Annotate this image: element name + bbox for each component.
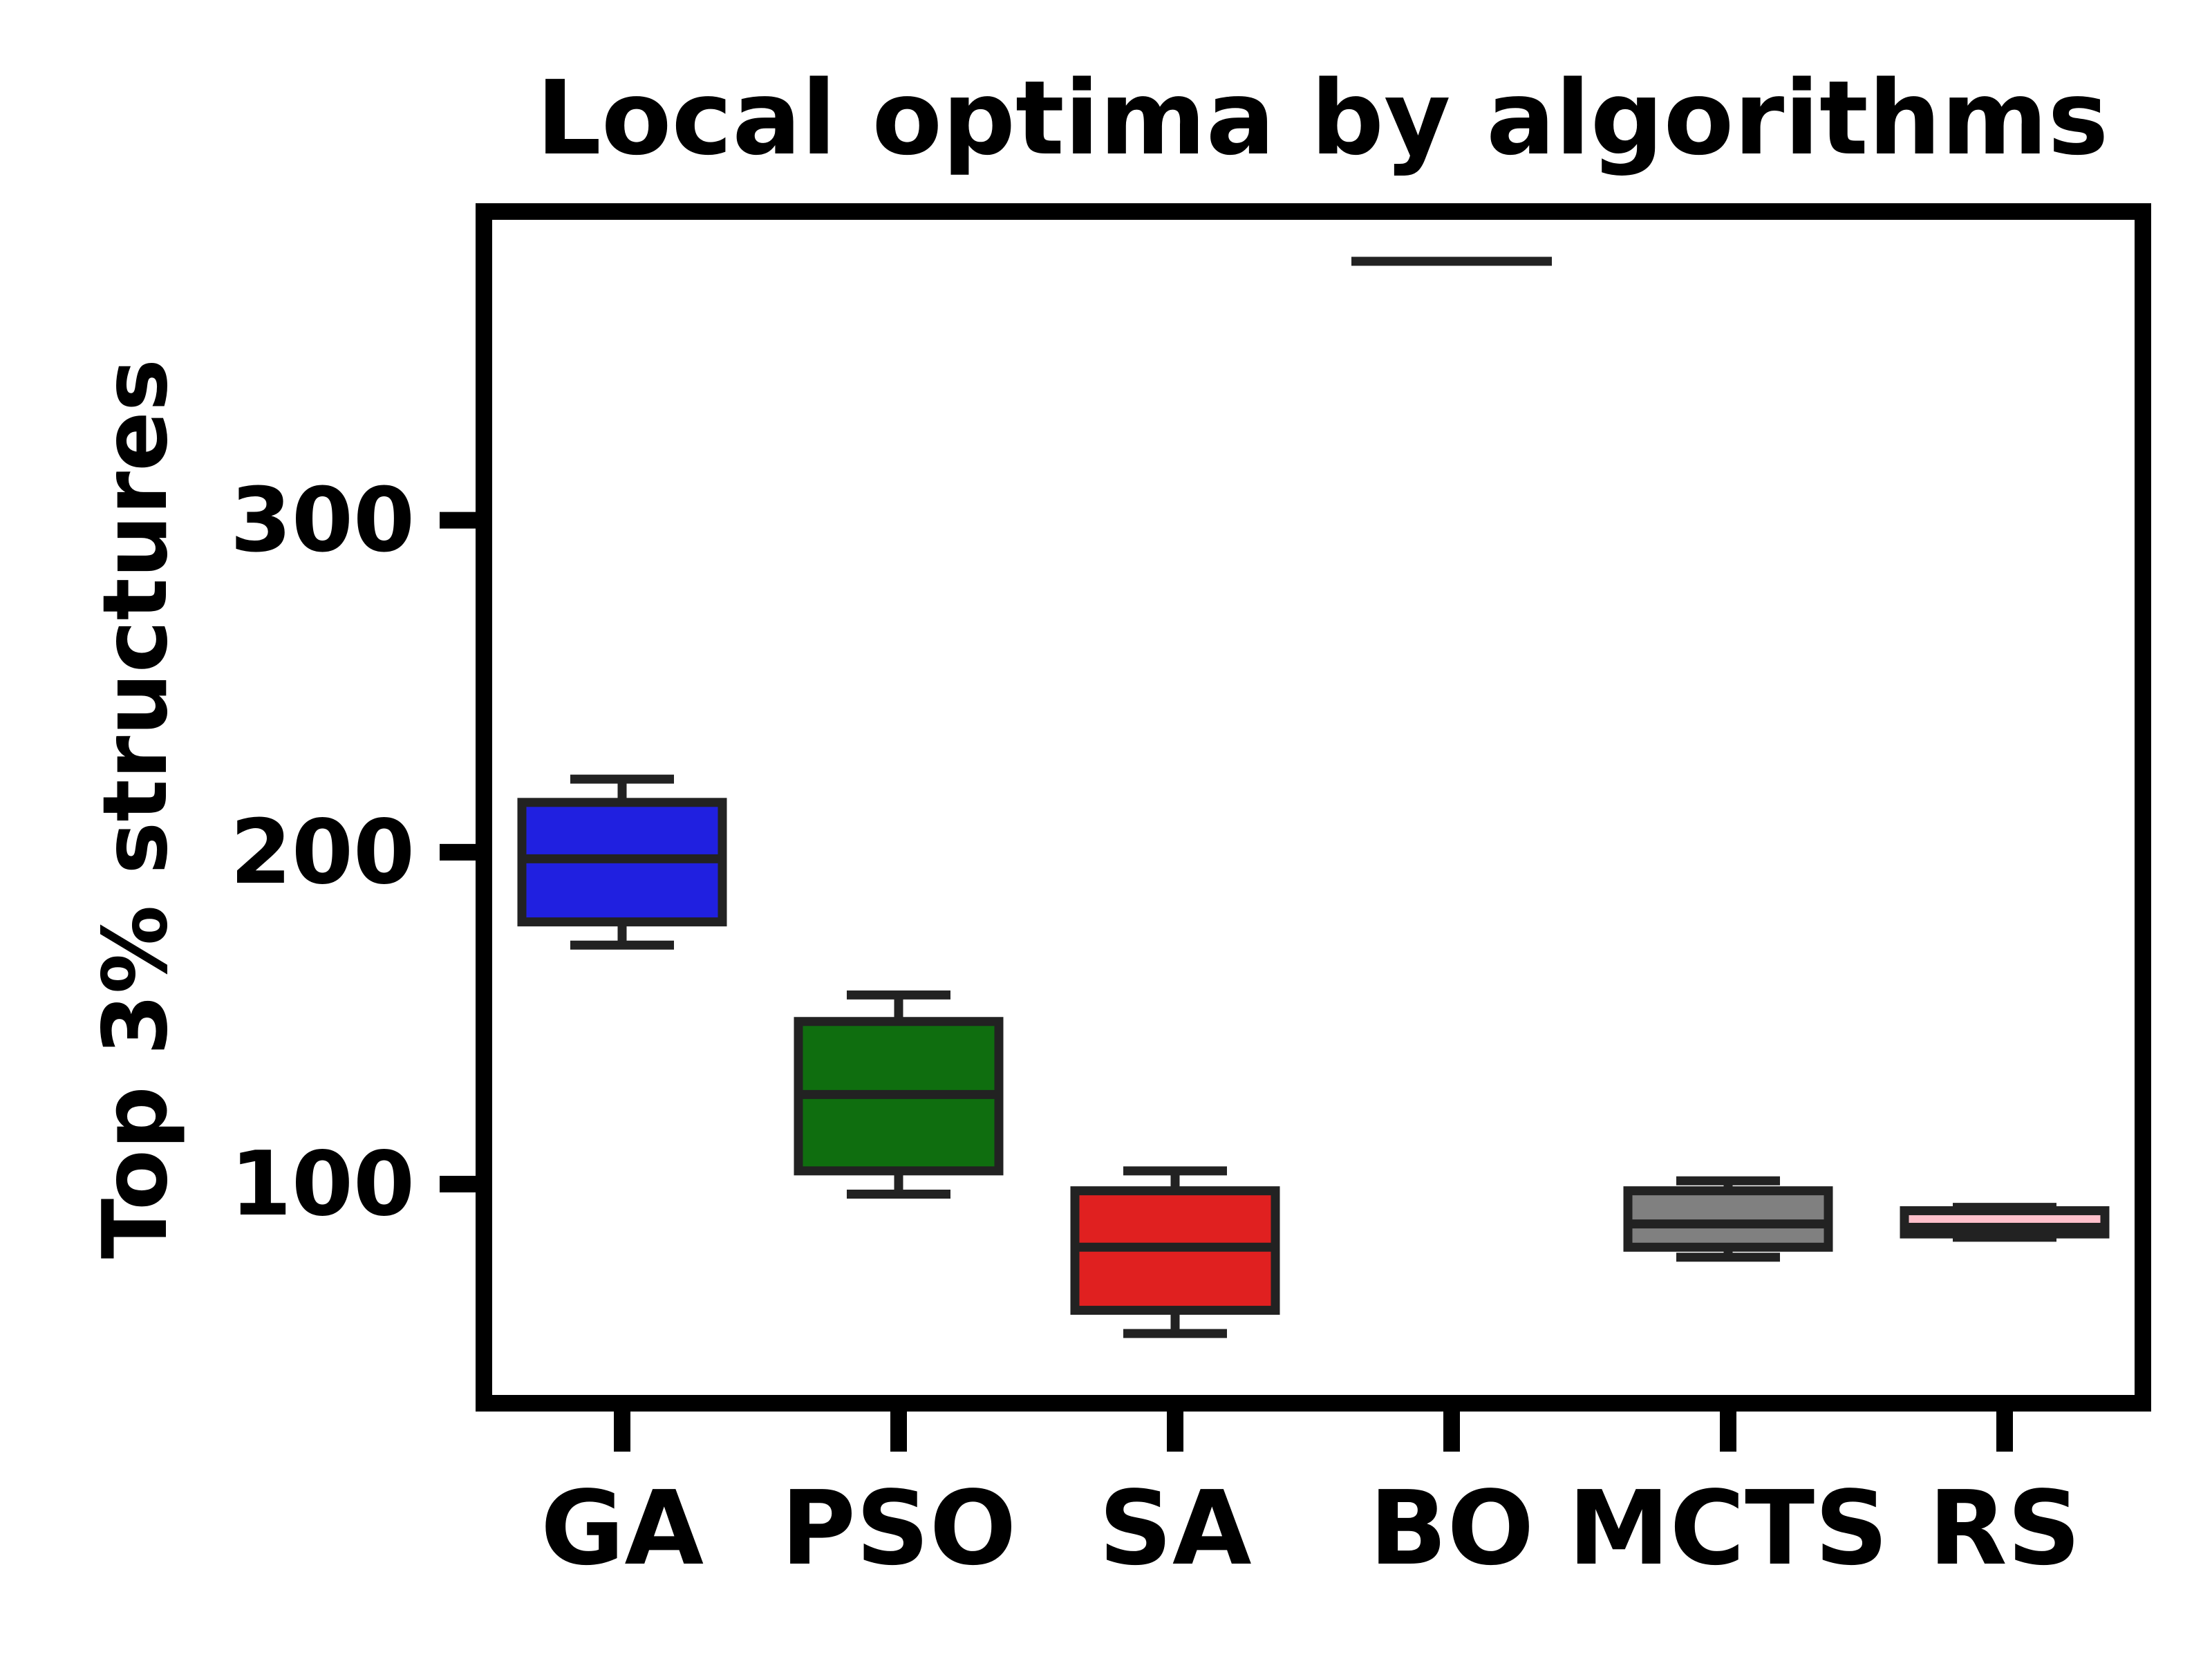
x-tick-label-bo: BO bbox=[1369, 1469, 1535, 1588]
y-tick-label-200: 200 bbox=[230, 801, 415, 904]
x-tick-label-rs: RS bbox=[1929, 1469, 2081, 1588]
x-tick-label-ga: GA bbox=[541, 1469, 704, 1588]
box-body-mcts bbox=[1623, 1186, 1833, 1252]
box-ga bbox=[517, 774, 727, 950]
box-sa bbox=[1070, 1166, 1280, 1338]
box-mcts bbox=[1623, 1176, 1833, 1262]
chart-title: Local optima by algorithms bbox=[536, 59, 2109, 178]
x-axis-ticks: GA PSO SA BO MCTS RS bbox=[541, 1412, 2081, 1588]
y-tick-label-100: 100 bbox=[230, 1133, 415, 1236]
box-pso bbox=[794, 990, 1004, 1199]
x-tick-label-mcts: MCTS bbox=[1568, 1469, 1888, 1588]
y-axis-label: Top 3% structures bbox=[84, 359, 187, 1259]
x-tick-label-sa: SA bbox=[1098, 1469, 1251, 1588]
y-axis-ticks: 100 200 300 bbox=[230, 469, 476, 1236]
y-tick-label-300: 300 bbox=[230, 469, 415, 572]
boxes-group bbox=[517, 256, 2110, 1338]
plot-frame bbox=[476, 203, 2151, 1412]
box-rs bbox=[1900, 1203, 2110, 1242]
x-tick-label-pso: PSO bbox=[781, 1469, 1017, 1588]
